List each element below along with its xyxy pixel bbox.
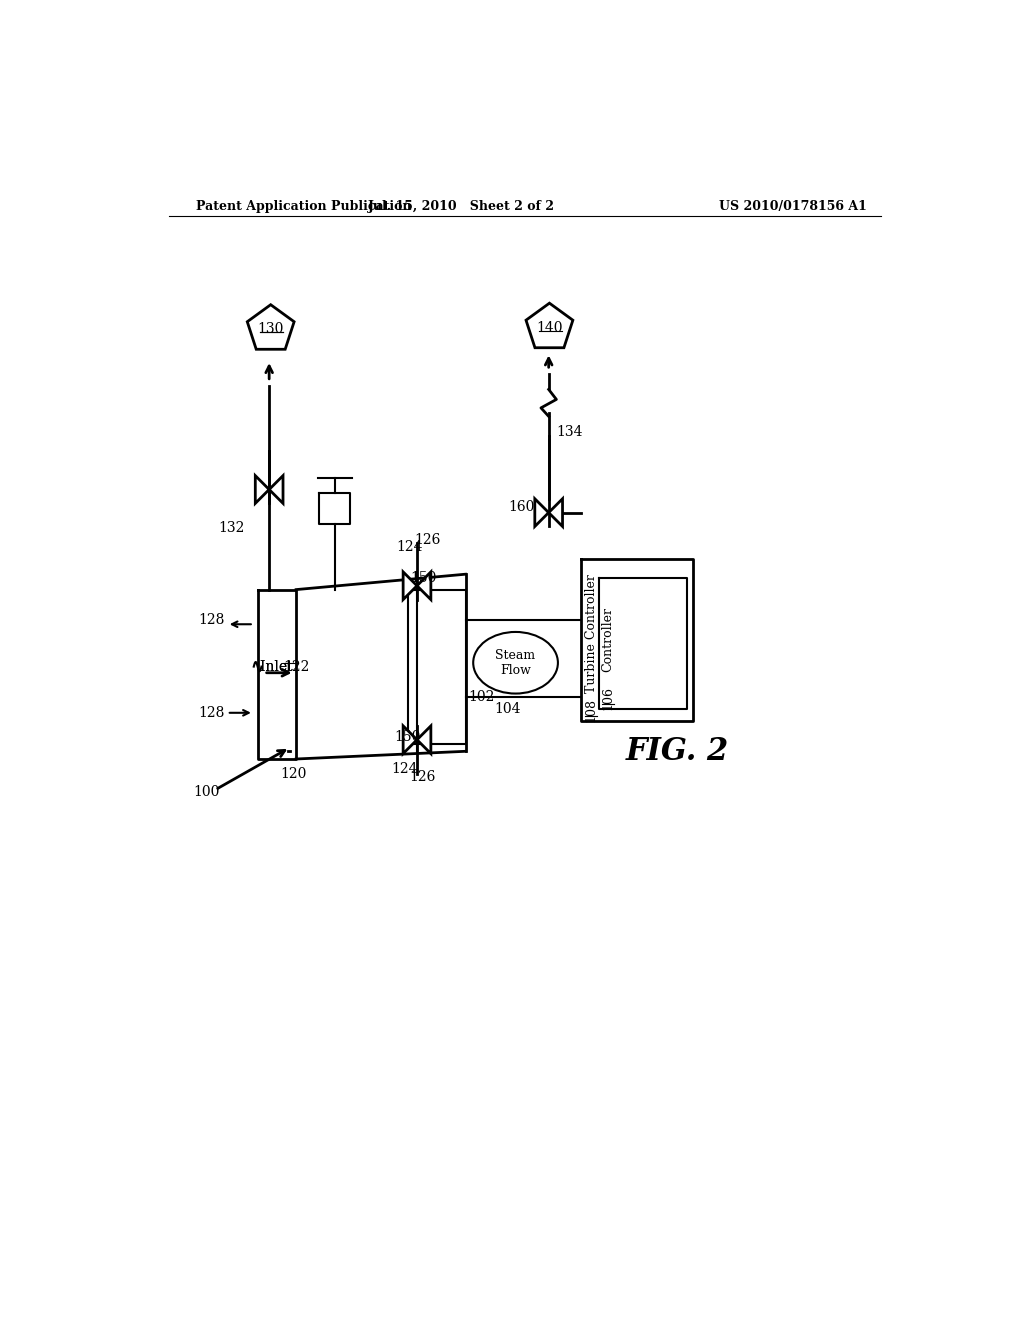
Text: 128: 128: [198, 706, 224, 719]
Polygon shape: [255, 475, 269, 503]
Polygon shape: [535, 499, 549, 527]
Text: 100: 100: [194, 785, 220, 799]
Text: Patent Application Publication: Patent Application Publication: [196, 199, 412, 213]
Text: 106: 106: [601, 686, 614, 710]
Text: 122: 122: [283, 660, 309, 673]
Text: 126: 126: [414, 532, 440, 546]
Text: Inlet: Inlet: [260, 660, 297, 673]
Text: Inlet: Inlet: [260, 660, 297, 673]
Text: 108: 108: [585, 698, 598, 722]
Text: FIG. 2: FIG. 2: [626, 735, 729, 767]
Polygon shape: [403, 726, 417, 754]
Polygon shape: [417, 572, 431, 599]
Text: US 2010/0178156 A1: US 2010/0178156 A1: [719, 199, 866, 213]
Polygon shape: [247, 305, 294, 350]
Text: Steam: Steam: [496, 648, 536, 661]
Text: 126: 126: [410, 770, 435, 784]
Text: 124: 124: [391, 762, 418, 776]
Text: 120: 120: [281, 767, 307, 781]
Text: 160: 160: [508, 500, 535, 515]
Text: 130: 130: [257, 322, 284, 337]
Text: 150: 150: [410, 572, 436, 585]
Text: 140: 140: [537, 321, 563, 335]
Text: 132: 132: [218, 521, 245, 535]
Text: 102: 102: [468, 690, 495, 705]
Text: Jul. 15, 2010   Sheet 2 of 2: Jul. 15, 2010 Sheet 2 of 2: [369, 199, 555, 213]
Polygon shape: [549, 499, 562, 527]
Text: 150: 150: [394, 730, 421, 744]
Text: 124: 124: [396, 540, 423, 554]
Text: 134: 134: [556, 425, 583, 438]
Text: Controller: Controller: [601, 607, 614, 672]
Polygon shape: [403, 572, 417, 599]
Polygon shape: [526, 304, 572, 347]
Text: 128: 128: [198, 614, 224, 627]
Polygon shape: [269, 475, 283, 503]
Polygon shape: [417, 726, 431, 754]
Text: 104: 104: [494, 702, 520, 715]
Text: Flow: Flow: [500, 664, 531, 677]
Ellipse shape: [473, 632, 558, 693]
Text: Turbine Controller: Turbine Controller: [585, 574, 598, 693]
